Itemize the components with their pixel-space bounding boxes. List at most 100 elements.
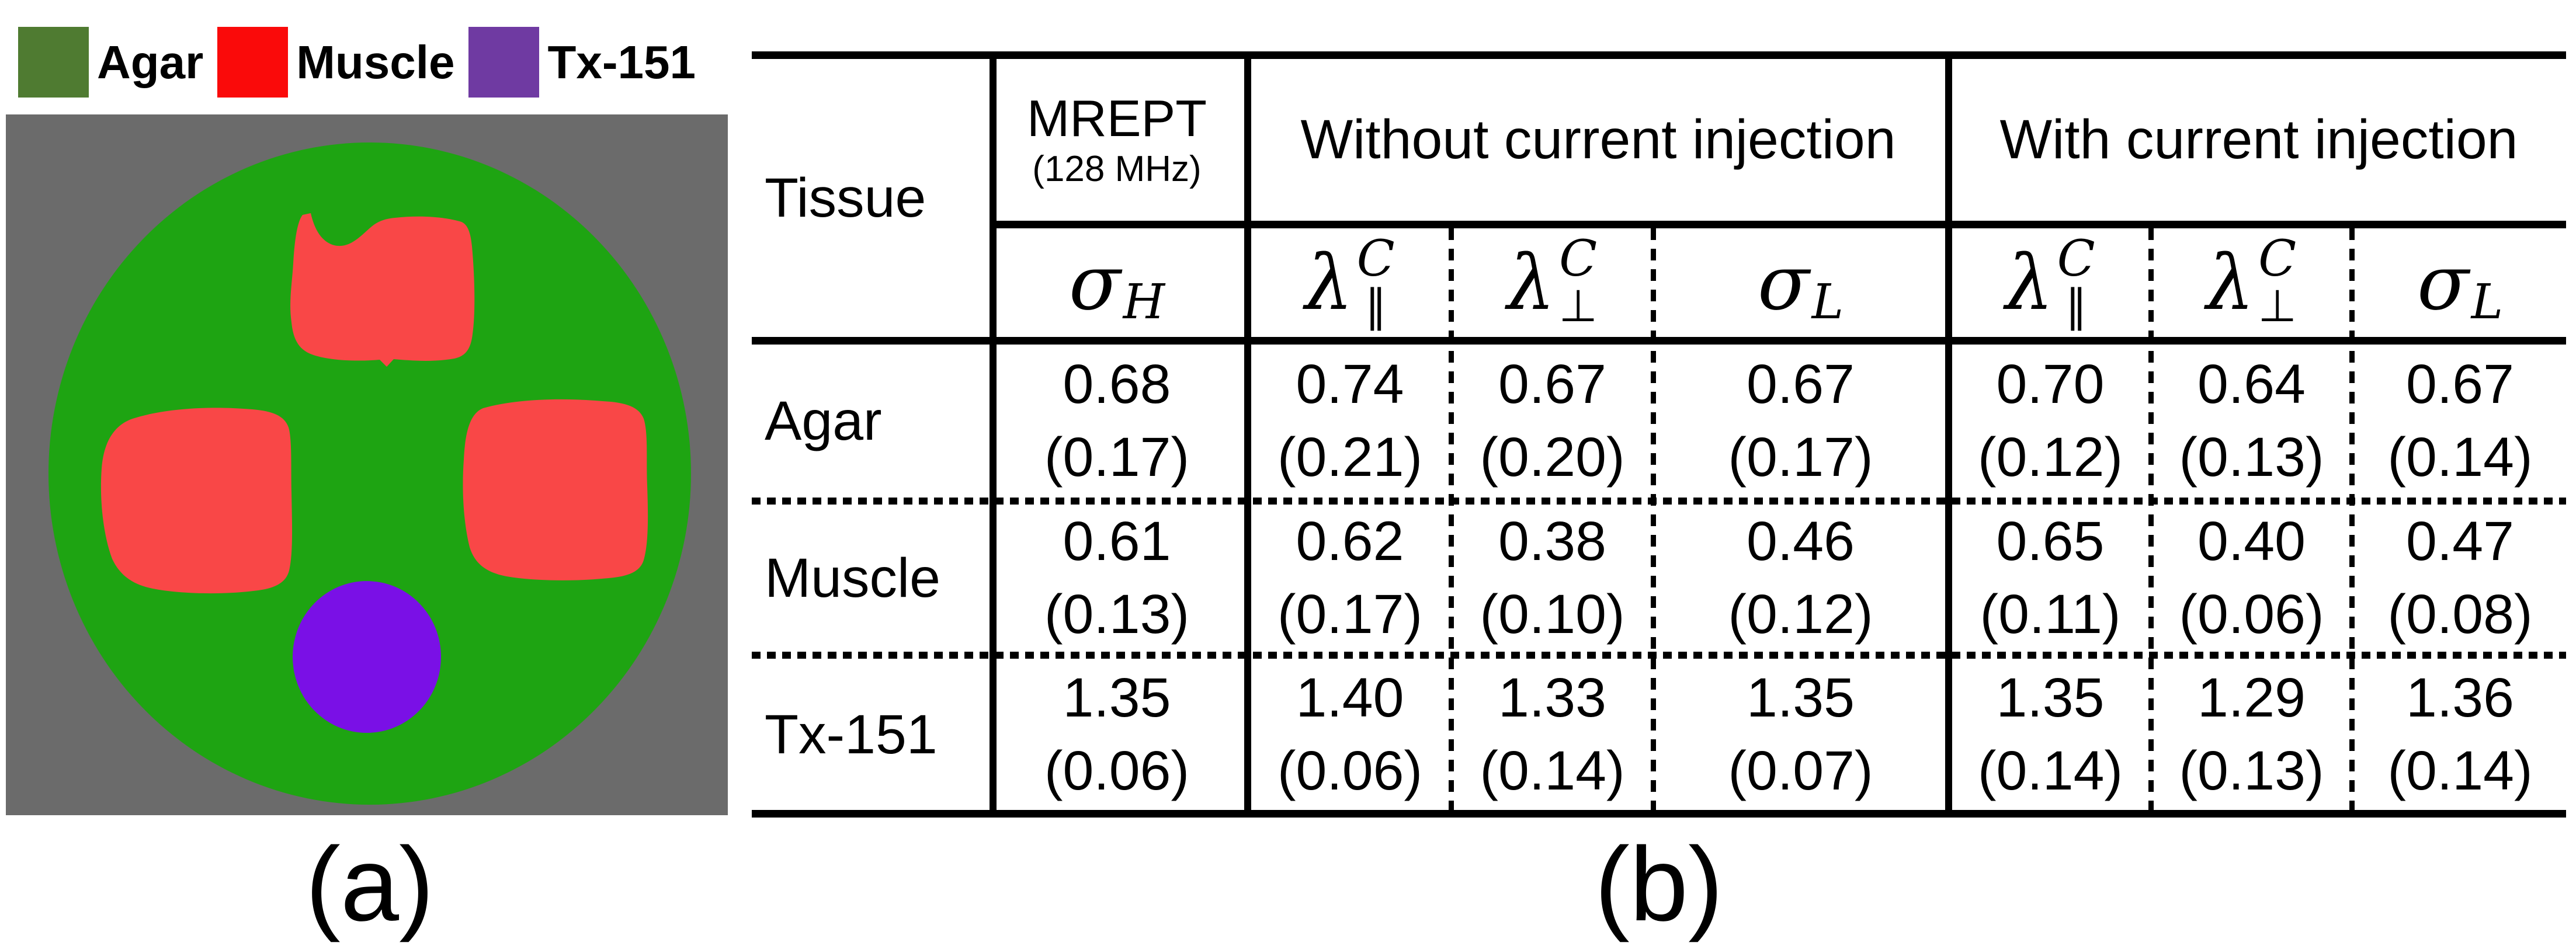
tx151-color-swatch	[468, 27, 540, 98]
sigma-l-subscript: L	[2471, 274, 2504, 330]
cell-sd: (0.14)	[2387, 740, 2533, 802]
cell-sd: (0.14)	[2387, 426, 2533, 488]
parallel-subscript: ∥	[1365, 280, 1387, 332]
table-cell-agar-w-sigma-l: 0.67 (0.14)	[2355, 345, 2565, 498]
cell-value: 0.67	[1747, 353, 1855, 415]
lambda-superscript-c: C	[2258, 229, 2297, 288]
cell-value: 1.40	[1296, 666, 1404, 729]
cell-value: 0.70	[1996, 353, 2105, 415]
cell-value: 0.46	[1747, 510, 1855, 572]
perpendicular-subscript: ⊥	[2258, 280, 2297, 332]
table-cell-tx151-sigma-h: 1.35 (0.06)	[997, 659, 1237, 810]
legend-label-agar: Agar	[97, 36, 204, 88]
cell-sd: (0.17)	[1728, 426, 1873, 488]
table-line-under-subheaders	[752, 337, 2566, 345]
table-cell-agar-sigma-h: 0.68 (0.17)	[997, 345, 1237, 498]
sigma-symbol: σ	[1757, 238, 1810, 327]
cell-value: 0.47	[2406, 510, 2514, 572]
perpendicular-subscript: ⊥	[1558, 280, 1598, 332]
table-cell-tx151-wo-lambda-perp: 1.33 (0.14)	[1454, 659, 1651, 810]
cell-sd: (0.11)	[1980, 583, 2121, 645]
phantom-muscle-region-right	[463, 399, 648, 580]
cell-value: 0.67	[1498, 353, 1606, 415]
cell-value: 0.40	[2197, 510, 2306, 572]
tissue-column-header: Tissue	[765, 166, 926, 229]
row-label-tx151: Tx-151	[765, 703, 938, 766]
table-cell-muscle-w-lambda-perp: 0.40 (0.06)	[2154, 505, 2349, 652]
table-cell-muscle-wo-lambda-perp: 0.38 (0.10)	[1454, 505, 1651, 652]
cell-sd: (0.06)	[1044, 740, 1190, 802]
mrept-header-line2: (128 MHz)	[1032, 148, 1202, 189]
row-label-muscle: Muscle	[765, 547, 940, 609]
cell-sd: (0.12)	[1728, 583, 1873, 645]
row-label-agar: Agar	[765, 389, 882, 452]
cell-value: 1.35	[1996, 666, 2105, 729]
subheader-lambda-perp-with: λ C ⊥	[2154, 228, 2349, 337]
table-cell-agar-wo-lambda-perp: 0.67 (0.20)	[1454, 345, 1651, 498]
phantom-image	[6, 114, 728, 815]
sigma-symbol: σ	[1068, 238, 1121, 327]
cell-sd: (0.06)	[1277, 740, 1423, 802]
table-dashed-vline-wo-lambda	[1449, 228, 1454, 810]
cell-sd: (0.13)	[2179, 426, 2324, 488]
cell-value: 0.65	[1996, 510, 2105, 572]
table-cell-tx151-w-lambda-perp: 1.29 (0.13)	[2154, 659, 2349, 810]
subheader-lambda-perp-without: λ C ⊥	[1454, 228, 1651, 337]
subheader-lambda-parallel-without: λ C ∥	[1251, 228, 1449, 337]
cell-sd: (0.14)	[1480, 740, 1625, 802]
cell-value: 1.35	[1747, 666, 1855, 729]
cell-sd: (0.13)	[2179, 740, 2324, 802]
cell-value: 1.35	[1063, 666, 1171, 729]
table-cell-tx151-w-sigma-l: 1.36 (0.14)	[2355, 659, 2565, 810]
sigma-l-subscript: L	[1811, 274, 1844, 330]
table-cell-muscle-w-sigma-l: 0.47 (0.08)	[2355, 505, 2565, 652]
phantom-muscle-region-left	[100, 408, 293, 594]
table-vline-tissue-mrept	[990, 51, 997, 818]
group-header-with-injection: With current injection	[1999, 109, 2518, 171]
table-dotted-separator-agar-muscle	[752, 498, 2566, 505]
legend-label-muscle: Muscle	[296, 36, 455, 88]
phantom-tx151-region	[293, 581, 441, 733]
agar-color-swatch	[18, 27, 89, 98]
sigma-h-subscript: H	[1123, 274, 1165, 330]
group-header-without-injection: Without current injection	[1300, 109, 1896, 171]
table-cell-tx151-w-lambda-par: 1.35 (0.14)	[1952, 659, 2148, 810]
sigma-symbol: σ	[2417, 238, 2469, 327]
phantom-agar-region	[48, 142, 691, 805]
table-vline-without-with	[1945, 51, 1952, 818]
lambda-symbol: λ	[1507, 238, 1556, 327]
table-dotted-separator-muscle-tx151	[752, 652, 2566, 659]
cell-sd: (0.07)	[1728, 740, 1873, 802]
legend-item-agar: Agar	[18, 27, 203, 98]
table-border-bottom	[752, 810, 2566, 818]
table-cell-muscle-wo-sigma-l: 0.46 (0.12)	[1656, 505, 1945, 652]
table-dashed-vline-w-sigma	[2349, 228, 2355, 810]
table-cell-muscle-sigma-h: 0.61 (0.13)	[997, 505, 1237, 652]
phantom-muscle-region-top	[290, 213, 475, 367]
cell-value: 0.61	[1063, 510, 1171, 572]
cell-sd: (0.14)	[1977, 740, 2123, 802]
cell-value: 0.74	[1296, 353, 1404, 415]
panel-b-label: (b)	[1595, 826, 1723, 943]
table-cell-muscle-w-lambda-par: 0.65 (0.11)	[1952, 505, 2148, 652]
table-cell-muscle-wo-lambda-par: 0.62 (0.17)	[1251, 505, 1449, 652]
table-dashed-vline-wo-sigma	[1651, 228, 1656, 810]
lambda-symbol: λ	[1305, 238, 1353, 327]
table-cell-tx151-wo-sigma-l: 1.35 (0.07)	[1656, 659, 1945, 810]
panel-a-label: (a)	[305, 826, 434, 943]
cell-sd: (0.21)	[1277, 426, 1423, 488]
phantom-legend: Agar Muscle Tx-151	[18, 27, 710, 98]
cell-sd: (0.13)	[1044, 583, 1190, 645]
subheader-lambda-parallel-with: λ C ∥	[1952, 228, 2148, 337]
mrept-header-line1: MREPT	[1027, 89, 1207, 147]
table-border-top	[752, 51, 2566, 59]
cell-value: 1.36	[2406, 666, 2514, 729]
cell-sd: (0.06)	[2179, 583, 2324, 645]
table-line-under-group-headers	[990, 221, 2566, 228]
cell-sd: (0.17)	[1044, 426, 1190, 488]
table-dashed-vline-w-lambda	[2148, 228, 2154, 810]
mrept-column-header: MREPT (128 MHz)	[997, 59, 1237, 221]
